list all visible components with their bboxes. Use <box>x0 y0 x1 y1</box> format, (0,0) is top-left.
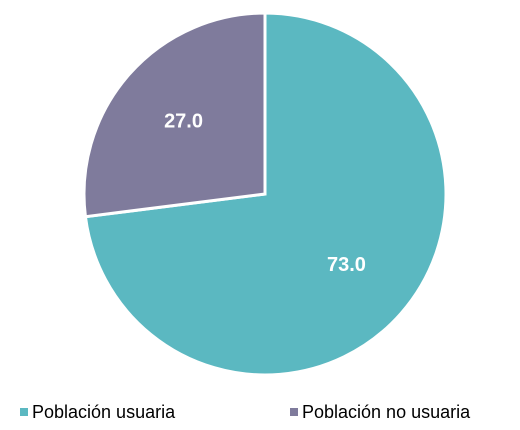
legend-label: Población usuaria <box>32 402 176 422</box>
legend-marker <box>290 408 298 416</box>
data-label: 73.0 <box>327 254 366 276</box>
legend-label: Población no usuaria <box>302 402 471 422</box>
pie-slice <box>82 11 267 219</box>
data-label: 27.0 <box>164 110 203 132</box>
legend-marker <box>20 408 28 416</box>
